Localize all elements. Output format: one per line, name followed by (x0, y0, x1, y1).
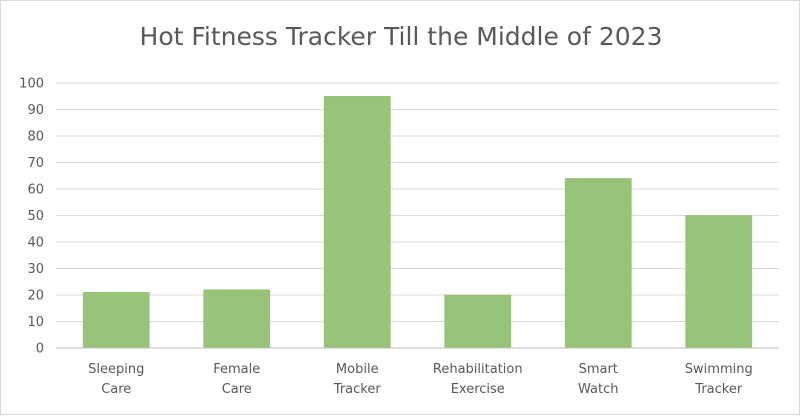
x-tick-label: Rehabilitation (433, 362, 523, 377)
y-tick-label: 100 (19, 77, 44, 92)
x-tick-label: Tracker (333, 382, 382, 397)
bars (82, 96, 753, 349)
y-tick-label: 70 (27, 156, 44, 171)
x-axis-tick-labels: Sleeping Care Female Care Mobile Tracker Rehab… (88, 362, 753, 397)
gridlines (56, 82, 779, 322)
y-tick-label: 10 (27, 315, 44, 330)
bar (685, 215, 753, 349)
x-tick-label: Female (213, 362, 260, 377)
bar (82, 292, 150, 349)
x-tick-label: Tracker (694, 382, 743, 397)
bar (203, 289, 271, 349)
x-tick-label: Mobile (336, 362, 379, 377)
y-tick-label: 80 (27, 130, 44, 145)
y-axis-tick-labels: 0 10 20 30 40 50 60 70 80 90 100 (19, 77, 44, 357)
bar (564, 178, 632, 349)
x-tick-label: Care (101, 382, 131, 397)
x-tick-label: Exercise (451, 382, 505, 397)
y-tick-label: 40 (27, 236, 44, 251)
y-tick-label: 20 (27, 289, 44, 304)
x-tick-label: Watch (578, 382, 618, 397)
x-tick-label: Swimming (685, 362, 753, 377)
x-tick-label: Sleeping (88, 362, 144, 377)
y-tick-label: 50 (27, 209, 44, 224)
x-tick-label: Care (222, 382, 252, 397)
x-tick-label: Smart (579, 362, 618, 377)
y-tick-label: 90 (27, 103, 44, 118)
y-tick-label: 30 (27, 262, 44, 277)
y-tick-label: 0 (36, 342, 44, 357)
y-tick-label: 60 (27, 183, 44, 198)
bar (323, 96, 391, 349)
chart-title: Hot Fitness Tracker Till the Middle of 2… (140, 22, 663, 51)
bar (444, 294, 512, 349)
